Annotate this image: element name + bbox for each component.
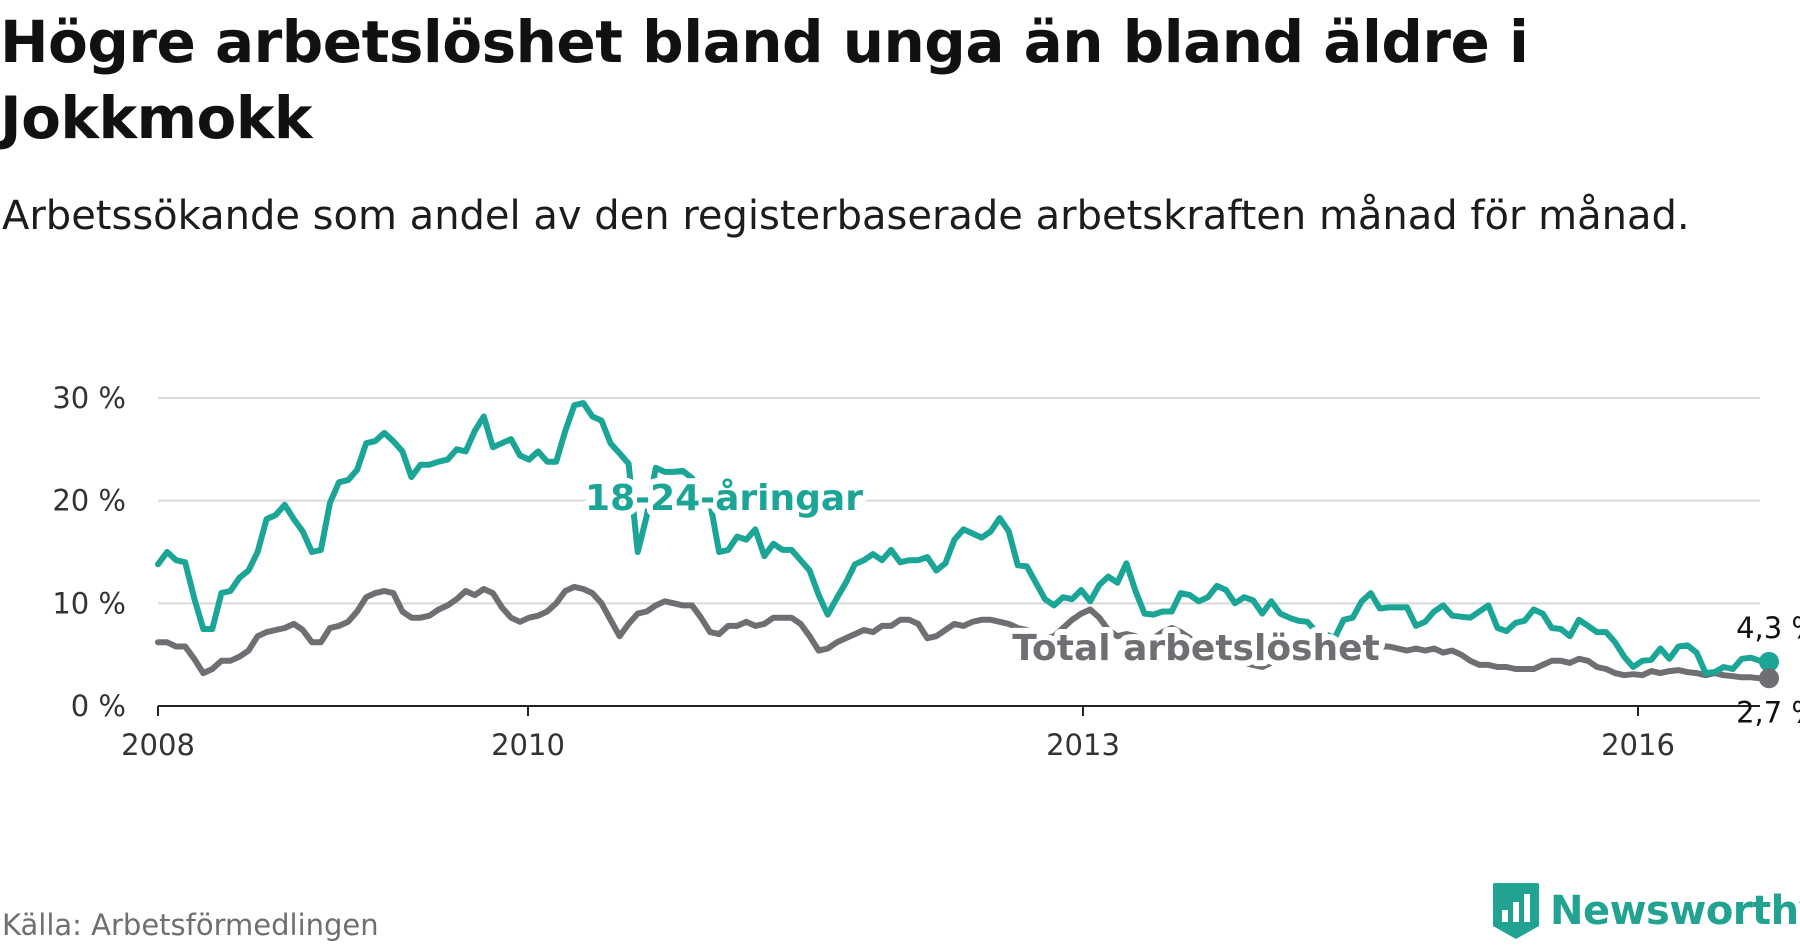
series-label-halo: 18-24-åringar bbox=[585, 478, 863, 519]
x-tick-label: 2013 bbox=[1046, 728, 1120, 762]
end-markers: 4,3 % 2,7 % bbox=[1736, 611, 1800, 729]
series-label: Total arbetslöshet bbox=[1012, 628, 1380, 669]
y-tick-label: 20 % bbox=[52, 484, 126, 518]
end-label: 2,7 % bbox=[1736, 695, 1800, 729]
chart-title: Högre arbetslöshet bland unga än bland ä… bbox=[0, 8, 1529, 152]
series-label-halo: Total arbetslöshet bbox=[1012, 628, 1380, 669]
end-marker bbox=[1759, 668, 1779, 689]
y-tick-label: 30 % bbox=[52, 381, 126, 415]
x-axis-ticks: 2008201020132016201820212023 bbox=[121, 706, 1675, 762]
series-line bbox=[155, 583, 1772, 682]
series-label: 18-24-åringar bbox=[585, 478, 863, 519]
x-tick-label: 2016 bbox=[1601, 728, 1675, 762]
brand-logo[interactable]: Newsworthy bbox=[1492, 882, 1800, 940]
series-lines bbox=[155, 400, 1772, 682]
series-line bbox=[155, 400, 1772, 677]
bar-chart-icon bbox=[1493, 883, 1539, 939]
brand-name: Newsworthy bbox=[1550, 888, 1800, 934]
x-tick-label: 2008 bbox=[121, 728, 195, 762]
source-note: Källa: Arbetsförmedlingen bbox=[2, 908, 379, 942]
chart-subtitle: Arbetssökande som andel av den registerb… bbox=[2, 193, 1690, 239]
line-chart: 0 %10 %20 %30 % 200820102013201620182021… bbox=[52, 381, 1800, 762]
y-axis-tick-labels: 0 % 10 % 20 % 30 % bbox=[52, 381, 126, 723]
y-tick-label: 0 % bbox=[71, 689, 126, 723]
x-tick-label: 2010 bbox=[491, 728, 565, 762]
end-label: 4,3 % bbox=[1736, 611, 1800, 645]
gridlines bbox=[158, 397, 1760, 605]
end-marker bbox=[1759, 651, 1779, 672]
y-tick-label: 10 % bbox=[52, 586, 126, 620]
